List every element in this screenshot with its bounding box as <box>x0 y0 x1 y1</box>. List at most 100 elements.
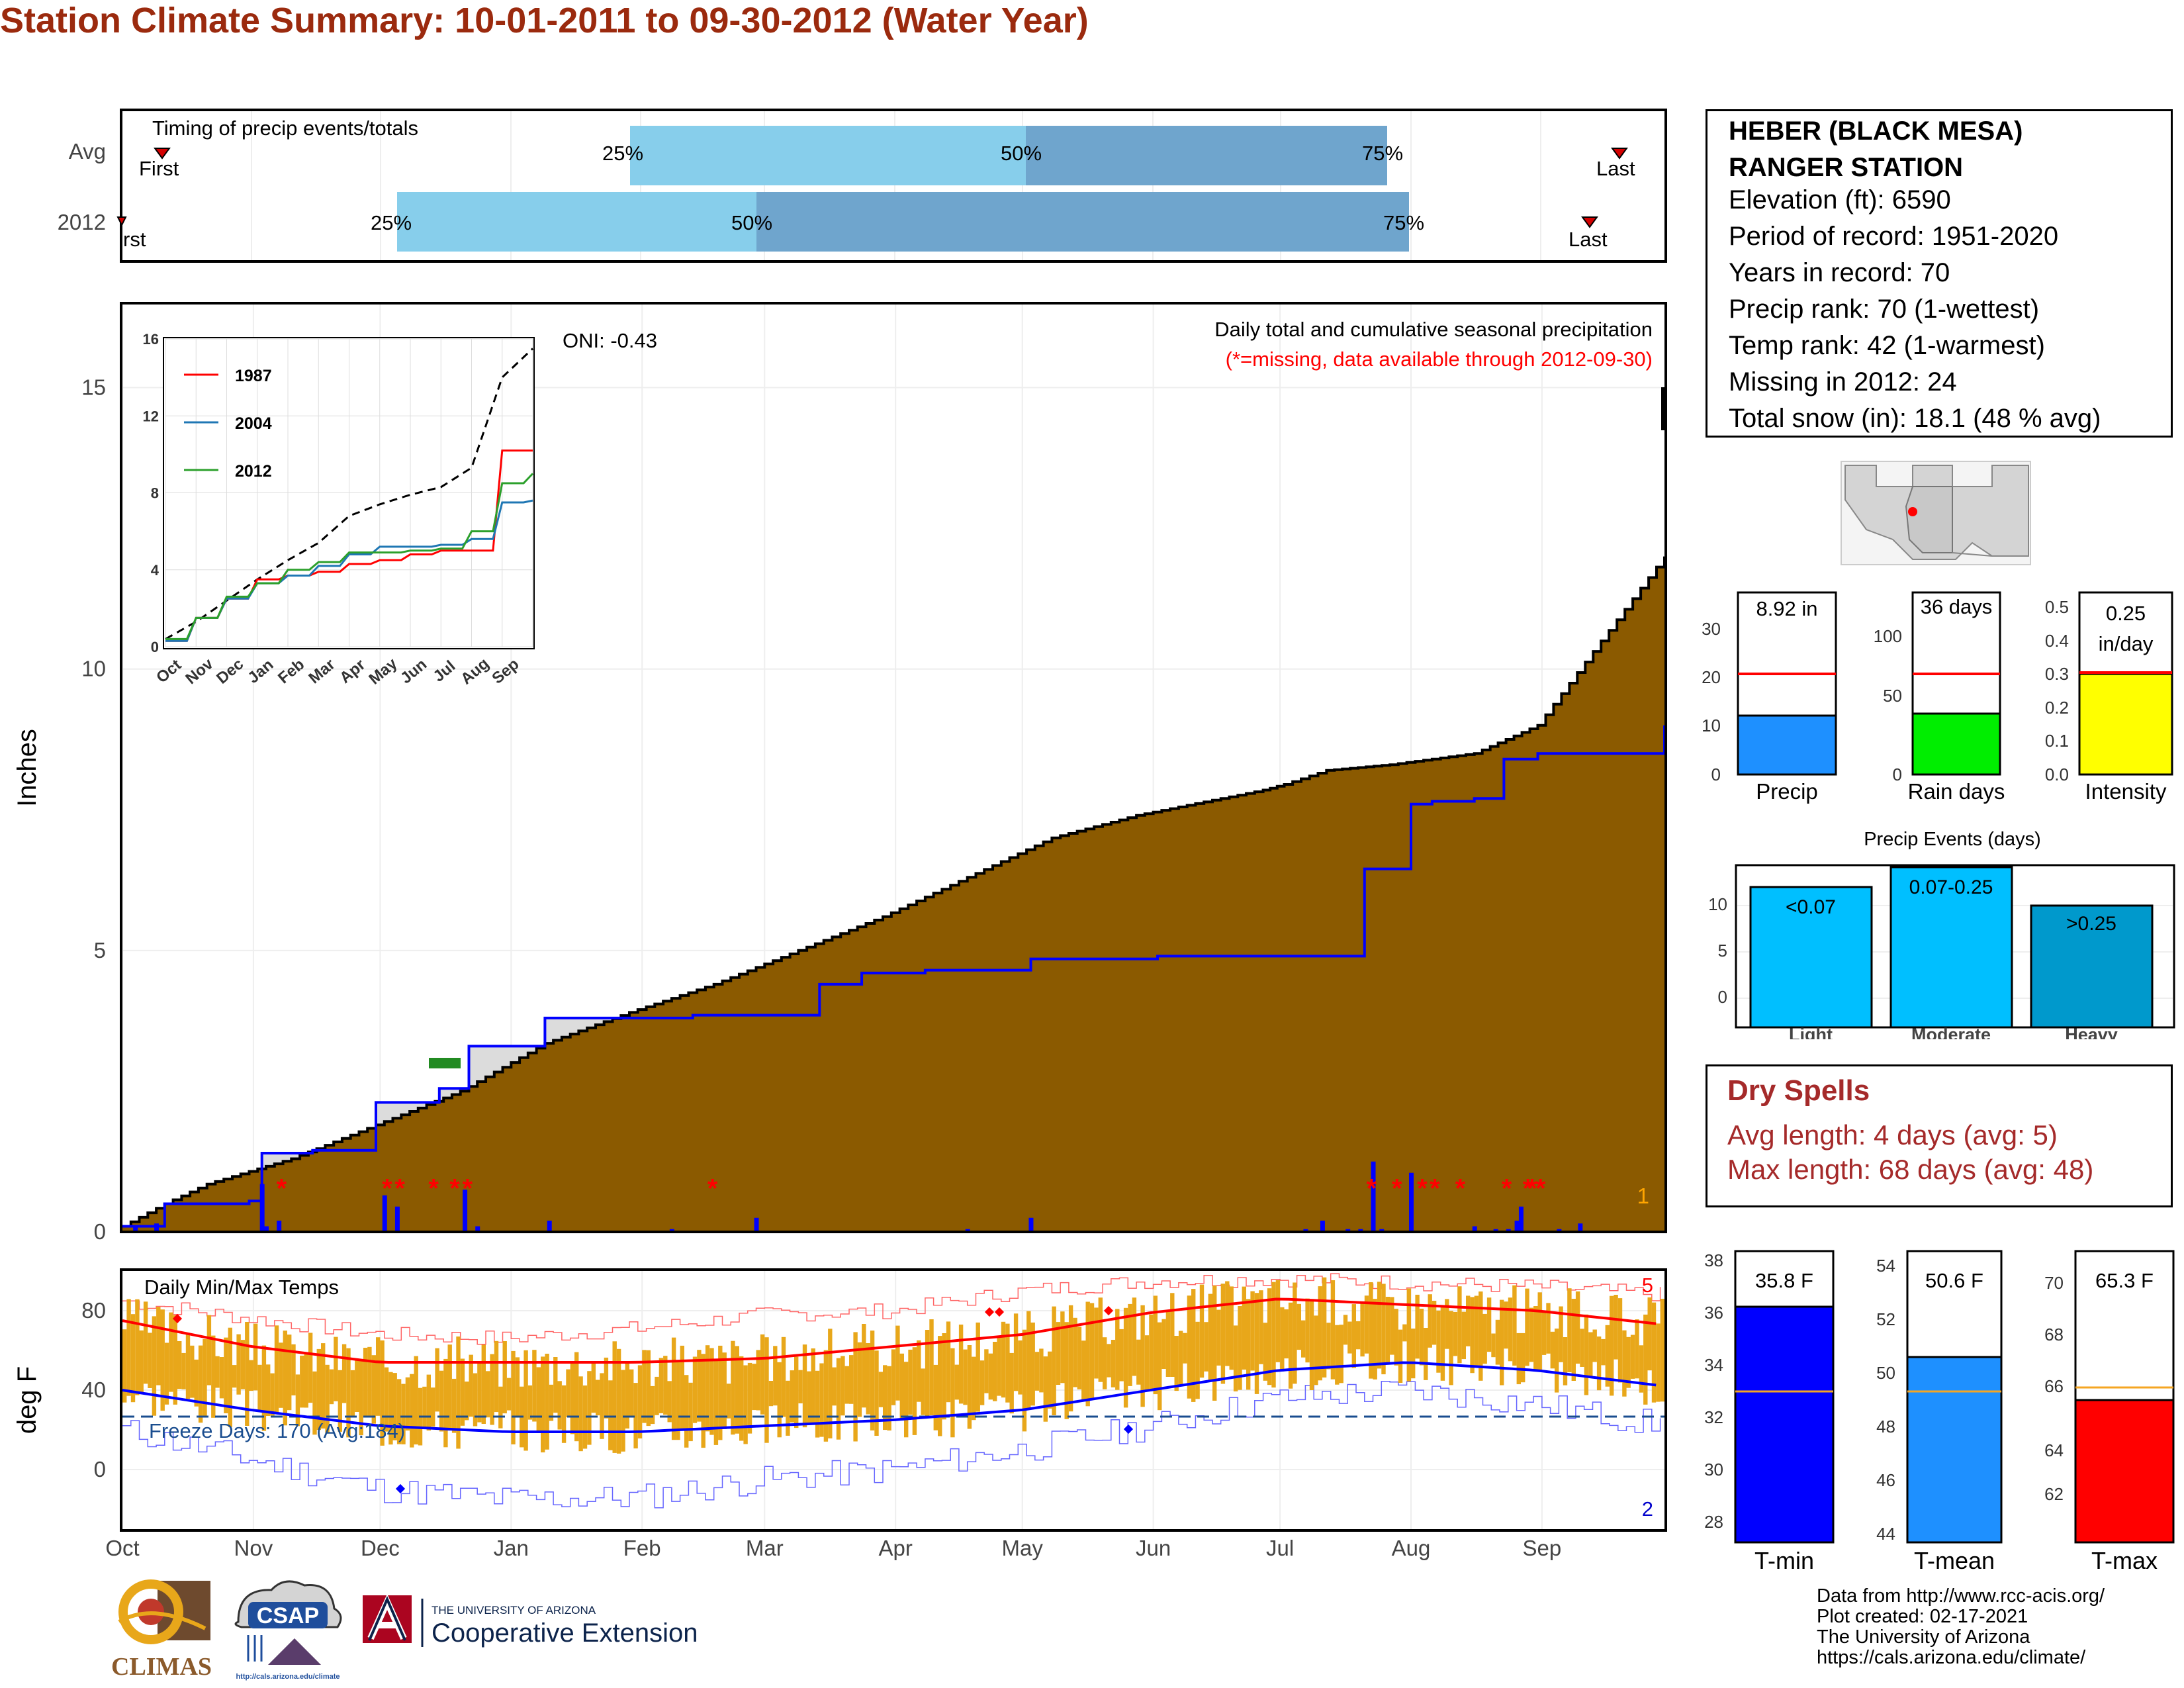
normal-max-line <box>122 1297 1657 1364</box>
daily-precip-bar <box>669 1229 674 1232</box>
daily-temp-bar <box>870 1331 875 1430</box>
daily-temp-bar <box>359 1360 363 1436</box>
daily-temp-bar <box>684 1375 689 1448</box>
daily-temp-bar <box>1516 1333 1521 1385</box>
daily-temp-bar <box>203 1339 207 1417</box>
daily-temp-bar <box>1424 1328 1428 1380</box>
daily-temp-bar <box>1373 1299 1377 1380</box>
dry-spells-max: Max length: 68 days (avg: 48) <box>1727 1154 2094 1185</box>
daily-temp-bar <box>1068 1305 1073 1412</box>
inset-ytick: 0 <box>151 639 159 655</box>
daily-temp-bar <box>447 1344 452 1431</box>
daily-temp-bars <box>122 1277 1664 1454</box>
svg-text:50: 50 <box>1876 1363 1895 1383</box>
avg-first-marker <box>154 148 171 160</box>
daily-temp-bar <box>1271 1282 1276 1388</box>
precip-ytick: 0 <box>94 1219 106 1244</box>
daily-temp-bar <box>1288 1302 1293 1389</box>
month-label: Aug <box>1392 1536 1431 1560</box>
daily-temp-bar <box>621 1370 625 1452</box>
daily-temp-bar <box>823 1350 829 1442</box>
daily-temp-bar <box>401 1383 406 1444</box>
precip-total-bar <box>1737 714 1837 776</box>
inset-xtick: Sep <box>488 655 522 688</box>
intensity-label: Intensity <box>2085 779 2167 804</box>
daily-temp-bar <box>883 1365 887 1430</box>
y2012-last-label: Last <box>1569 228 1608 251</box>
daily-temp-bar <box>1605 1325 1610 1387</box>
precip-caption-2: (*=missing, data available through 2012-… <box>1226 348 1653 371</box>
inset-xtick: May <box>365 654 401 688</box>
y2012-first-marker <box>116 216 127 227</box>
daily-temp-bar <box>494 1340 499 1413</box>
daily-temp-bar <box>1385 1297 1390 1364</box>
daily-temp-bar <box>527 1385 533 1420</box>
daily-temp-bar <box>1115 1309 1120 1390</box>
daily-temp-bar <box>1470 1297 1475 1374</box>
daily-temp-bar <box>942 1333 946 1420</box>
daily-temp-bar <box>616 1348 621 1454</box>
daily-temp-bar <box>456 1336 461 1449</box>
daily-temp-bar <box>958 1325 964 1404</box>
daily-temp-bar <box>553 1357 558 1413</box>
daily-temp-bar <box>490 1354 494 1425</box>
tmean-value: 50.6 F <box>1925 1269 1983 1292</box>
arizona-shape <box>1905 486 1953 553</box>
daily-temp-bar <box>1242 1286 1246 1370</box>
daily-temp-bar <box>1314 1315 1318 1385</box>
daily-temp-bar <box>1630 1335 1635 1379</box>
legend-2012-label: 2012 <box>235 462 272 481</box>
daily-temp-bar <box>988 1353 993 1400</box>
y2012-bar-25-50 <box>397 192 756 252</box>
daily-temp-bar <box>384 1367 389 1432</box>
y2012-p75-label: 75% <box>1383 211 1424 234</box>
daily-temp-bar <box>473 1373 478 1427</box>
events-bar-light <box>1749 886 1873 1029</box>
daily-temp-bar <box>972 1356 976 1421</box>
daily-temp-bar <box>587 1371 592 1445</box>
rain-days-value: 36 days <box>1921 595 1993 618</box>
daily-temp-bar <box>917 1340 921 1402</box>
daily-temp-bar <box>367 1346 372 1417</box>
daily-temp-bar <box>156 1307 161 1385</box>
daily-temp-bar <box>1584 1314 1589 1395</box>
precip-summary-bars: 8.92 in 0 10 20 30 Precip 36 days 0 50 1… <box>1702 591 2173 804</box>
svg-text:0: 0 <box>1718 987 1727 1007</box>
daily-temp-bar <box>1512 1285 1517 1366</box>
tmin-value: 35.8 F <box>1755 1269 1813 1292</box>
daily-temp-bar <box>126 1299 131 1396</box>
tmin-label: T-min <box>1754 1547 1814 1574</box>
daily-temp-bar <box>1555 1329 1559 1393</box>
missing-star: * <box>428 1174 439 1203</box>
daily-temp-bar <box>908 1349 913 1415</box>
cumulative-precip-line <box>122 556 1666 1228</box>
daily-temp-bar <box>1132 1297 1137 1376</box>
daily-temp-bar <box>1647 1297 1652 1371</box>
daily-temp-bar <box>1479 1291 1483 1381</box>
inset-xtick: Oct <box>153 656 185 686</box>
temp-title: Daily Min/Max Temps <box>144 1276 339 1299</box>
daily-temp-bar <box>705 1345 710 1432</box>
daily-temp-bar <box>1461 1311 1466 1360</box>
station-years: Years in record: 70 <box>1729 258 1950 287</box>
daily-temp-bar <box>316 1348 321 1430</box>
daily-temp-bar <box>371 1355 376 1424</box>
tmax-bar <box>2074 1399 2175 1544</box>
daily-temp-bar <box>1610 1295 1614 1396</box>
daily-temp-bar <box>1048 1351 1052 1409</box>
precip-caption-1: Daily total and cumulative seasonal prec… <box>1214 318 1653 341</box>
daily-temp-bar <box>1026 1311 1031 1409</box>
daily-precip-bar <box>1578 1223 1583 1232</box>
daily-precip-bar <box>1371 1161 1376 1232</box>
daily-temp-bar <box>232 1365 237 1388</box>
daily-temp-bar <box>663 1356 668 1415</box>
daily-temp-bar <box>469 1354 473 1417</box>
csap-text: CSAP <box>257 1603 319 1628</box>
daily-temp-bar <box>143 1301 148 1384</box>
timing-row-avg: Avg <box>69 139 106 164</box>
daily-temp-bar <box>646 1350 651 1427</box>
missing-star: * <box>1392 1174 1402 1203</box>
daily-temp-bar <box>1178 1331 1183 1385</box>
daily-temp-bar <box>1617 1298 1623 1383</box>
svg-text:30: 30 <box>1702 619 1721 639</box>
